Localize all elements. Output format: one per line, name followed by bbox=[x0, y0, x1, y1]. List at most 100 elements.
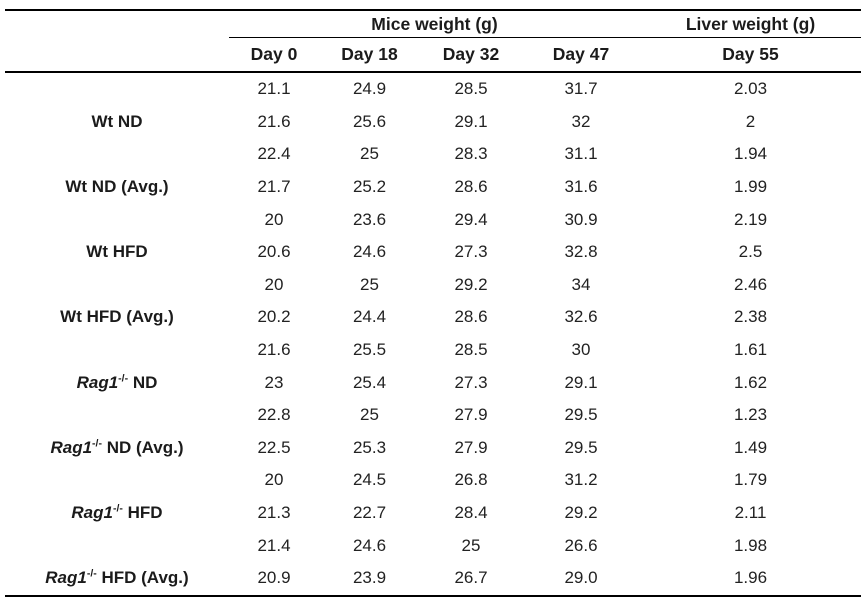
value-cell: 27.3 bbox=[454, 242, 488, 262]
value-cell: 31.6 bbox=[564, 177, 598, 197]
value-cell: 2.19 bbox=[733, 209, 768, 229]
value-cell: 25.6 bbox=[352, 111, 387, 131]
value-cell: 22.7 bbox=[352, 503, 387, 523]
value-cell: 2 bbox=[745, 111, 756, 131]
value-cell: 32.8 bbox=[564, 242, 598, 262]
table-row: Wt ND (Avg.) 21.7 25.2 28.6 31.6 1.99 bbox=[5, 171, 861, 204]
value-cell: 20.6 bbox=[257, 242, 291, 262]
value-cell: 1.62 bbox=[733, 372, 768, 392]
value-cell: 26.8 bbox=[454, 470, 488, 490]
value-cell: 20 bbox=[264, 209, 284, 229]
value-cell: 27.9 bbox=[454, 437, 488, 457]
knockout-superscript: -/- bbox=[112, 502, 123, 515]
col-header-day-0: Day 0 bbox=[228, 37, 319, 73]
row-group-label: Wt HFD bbox=[86, 242, 148, 262]
row-group-label bbox=[5, 203, 229, 236]
value-cell: 1.49 bbox=[733, 437, 768, 457]
liver-weight-group-header: Liver weight (g) bbox=[640, 10, 861, 38]
mice-liver-weight-table: Mice weight (g) Liver weight (g) Day 0 D… bbox=[4, 9, 861, 597]
value-cell: 23.9 bbox=[352, 568, 387, 588]
value-cell: 1.98 bbox=[733, 535, 768, 555]
value-cell: 34 bbox=[571, 274, 591, 294]
table-header: Mice weight (g) Liver weight (g) Day 0 D… bbox=[4, 10, 861, 73]
value-cell: 22.8 bbox=[257, 405, 291, 425]
row-group-label bbox=[5, 72, 229, 106]
row-group-label bbox=[5, 138, 229, 171]
row-group-label: Rag1-/- ND (Avg.) bbox=[50, 437, 184, 457]
value-cell: 27.3 bbox=[454, 372, 488, 392]
gene-name-italic: Rag1 bbox=[71, 503, 113, 523]
value-cell: 30.9 bbox=[564, 209, 598, 229]
value-cell: 32.6 bbox=[564, 307, 598, 327]
value-cell: 23.6 bbox=[352, 209, 387, 229]
value-cell: 28.5 bbox=[454, 340, 488, 360]
table-row: Rag1-/- HFD 21.3 22.7 28.4 29.2 2.11 bbox=[5, 497, 861, 530]
value-cell: 31.7 bbox=[564, 79, 598, 99]
value-cell: 24.5 bbox=[352, 470, 387, 490]
row-label-column-header bbox=[4, 37, 229, 73]
table-body: 21.1 24.9 28.5 31.7 2.03 Wt ND 21.6 25.6 29.1 32 2… bbox=[5, 72, 861, 596]
gene-name-italic: Rag1 bbox=[45, 568, 87, 588]
value-cell: 2.5 bbox=[738, 242, 763, 262]
knockout-superscript: -/- bbox=[86, 567, 97, 580]
value-cell: 20 bbox=[264, 470, 284, 490]
value-cell: 21.4 bbox=[257, 535, 291, 555]
value-cell: 25.3 bbox=[352, 437, 387, 457]
value-cell: 27.9 bbox=[454, 405, 488, 425]
mice-weight-group-header: Mice weight (g) bbox=[228, 10, 640, 38]
value-cell: 25.5 bbox=[352, 340, 387, 360]
value-cell: 29.2 bbox=[454, 274, 488, 294]
row-group-label: Wt HFD (Avg.) bbox=[60, 307, 174, 327]
value-cell: 22.4 bbox=[257, 144, 291, 164]
col-header-day-18: Day 18 bbox=[318, 37, 420, 73]
value-cell: 24.9 bbox=[352, 79, 387, 99]
value-cell: 1.79 bbox=[733, 470, 768, 490]
row-group-label: Wt ND bbox=[91, 111, 143, 131]
value-cell: 29.5 bbox=[564, 405, 598, 425]
gene-name-italic: Rag1 bbox=[50, 437, 93, 457]
table-row: 21.6 25.5 28.5 30 1.61 bbox=[5, 334, 861, 367]
knockout-superscript: -/- bbox=[92, 437, 102, 450]
value-cell: 28.6 bbox=[454, 307, 488, 327]
value-cell: 21.6 bbox=[257, 111, 291, 131]
table-row: Wt ND 21.6 25.6 29.1 32 2 bbox=[5, 106, 861, 139]
day-header-row: Day 0 Day 18 Day 32 Day 47 Day 55 bbox=[4, 37, 861, 73]
group-header-row: Mice weight (g) Liver weight (g) bbox=[5, 10, 861, 38]
value-cell: 22.5 bbox=[257, 437, 291, 457]
value-cell: 23 bbox=[264, 372, 284, 392]
value-cell: 25 bbox=[360, 144, 379, 164]
value-cell: 1.96 bbox=[733, 568, 768, 588]
value-cell: 25.4 bbox=[352, 372, 387, 392]
value-cell: 28.4 bbox=[454, 503, 488, 523]
value-cell: 29.4 bbox=[454, 209, 488, 229]
value-cell: 1.99 bbox=[733, 177, 768, 197]
table-row: 20 23.6 29.4 30.9 2.19 bbox=[5, 203, 861, 236]
row-group-label bbox=[5, 399, 229, 432]
value-cell: 2.11 bbox=[734, 503, 767, 523]
value-cell: 25 bbox=[360, 405, 379, 425]
row-group-label bbox=[5, 269, 229, 302]
value-cell: 21.7 bbox=[257, 177, 291, 197]
table-row: 20 25 29.2 34 2.46 bbox=[5, 269, 861, 302]
value-cell: 1.61 bbox=[733, 340, 768, 360]
value-cell: 21.1 bbox=[257, 79, 291, 99]
table-row: 21.4 24.6 25 26.6 1.98 bbox=[5, 529, 861, 562]
row-group-label: Rag1-/- ND bbox=[76, 371, 158, 392]
value-cell: 2.03 bbox=[733, 79, 768, 99]
value-cell: 28.3 bbox=[454, 144, 488, 164]
value-cell: 2.38 bbox=[733, 307, 768, 327]
row-group-label: Wt ND (Avg.) bbox=[65, 177, 169, 197]
value-cell: 30 bbox=[571, 340, 591, 360]
table-row: Rag1-/- HFD (Avg.) 20.9 23.9 26.7 29.0 1.96 bbox=[5, 562, 861, 596]
row-group-label: Rag1-/- HFD (Avg.) bbox=[45, 567, 189, 588]
gene-name-italic: Rag1 bbox=[76, 372, 119, 392]
value-cell: 26.7 bbox=[454, 568, 488, 588]
table-row: 22.8 25 27.9 29.5 1.23 bbox=[5, 399, 861, 432]
value-cell: 20 bbox=[264, 274, 284, 294]
value-cell: 25 bbox=[360, 274, 379, 294]
value-cell: 24.4 bbox=[352, 307, 387, 327]
value-cell: 21.6 bbox=[257, 340, 291, 360]
table-row: Rag1-/- ND (Avg.) 22.5 25.3 27.9 29.5 1.49 bbox=[5, 432, 861, 465]
value-cell: 20.2 bbox=[257, 307, 291, 327]
